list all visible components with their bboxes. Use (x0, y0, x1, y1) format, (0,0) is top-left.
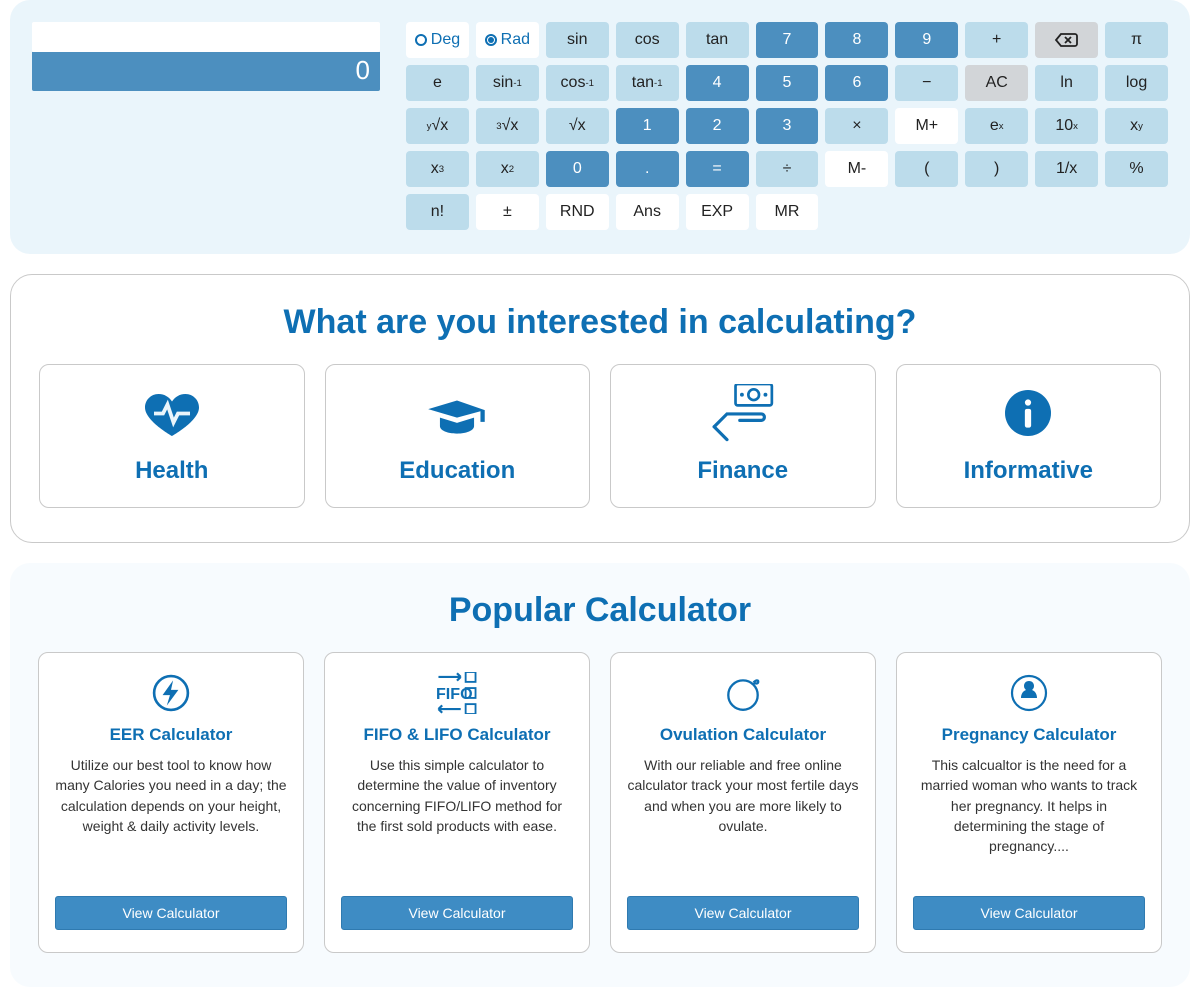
key-[interactable]: ) (965, 151, 1028, 187)
calc-expression (32, 22, 380, 52)
key-9[interactable]: 9 (895, 22, 958, 58)
key-0[interactable]: 0 (546, 151, 609, 187)
key-tan[interactable]: tan (686, 22, 749, 58)
popular-card-title: Ovulation Calculator (627, 725, 859, 745)
key-x[interactable]: x3 (406, 151, 469, 187)
popular-card-title: EER Calculator (55, 725, 287, 745)
key-n[interactable]: n! (406, 194, 469, 230)
view-calculator-button[interactable]: View Calculator (341, 896, 573, 930)
key-10[interactable]: 10x (1035, 108, 1098, 144)
key-[interactable]: × (825, 108, 888, 144)
key-1x[interactable]: 1/x (1035, 151, 1098, 187)
key-[interactable]: % (1105, 151, 1168, 187)
key-mr[interactable]: MR (756, 194, 819, 230)
popular-panel: Popular Calculator EER Calculator Utilize… (10, 563, 1190, 987)
category-label: Informative (907, 457, 1151, 485)
popular-card-desc: With our reliable and free online calcul… (627, 755, 859, 856)
ovu-icon (627, 671, 859, 715)
heart-icon (50, 383, 294, 443)
key-x[interactable]: y√x (406, 108, 469, 144)
popular-card-desc: Utilize our best tool to know how many C… (55, 755, 287, 856)
key-m[interactable]: M- (825, 151, 888, 187)
category-label: Health (50, 457, 294, 485)
rad-mode-radio[interactable]: Rad (476, 22, 539, 58)
key-e[interactable]: ex (965, 108, 1028, 144)
key-[interactable]: + (965, 22, 1028, 58)
popular-card-desc: This calcualtor is the need for a marrie… (913, 755, 1145, 856)
calc-keypad: DegRadsincostan789+ π esin-1cos-1tan-1456−… (406, 22, 1168, 230)
bolt-icon (55, 671, 287, 715)
popular-card-desc: Use this simple calculator to determine … (341, 755, 573, 856)
grad-icon (336, 383, 580, 443)
key-8[interactable]: 8 (825, 22, 888, 58)
key-5[interactable]: 5 (756, 65, 819, 101)
popular-card: Ovulation Calculator With our reliable an… (610, 652, 876, 953)
finance-icon (621, 383, 865, 443)
key-1[interactable]: 1 (616, 108, 679, 144)
category-label: Finance (621, 457, 865, 485)
popular-card-title: Pregnancy Calculator (913, 725, 1145, 745)
key-[interactable]: ± (476, 194, 539, 230)
key-2[interactable]: 2 (686, 108, 749, 144)
key-log[interactable]: log (1105, 65, 1168, 101)
category-label: Education (336, 457, 580, 485)
key-[interactable]: ÷ (756, 151, 819, 187)
key-4[interactable]: 4 (686, 65, 749, 101)
key-cos[interactable]: cos (616, 22, 679, 58)
popular-card-title: FIFO & LIFO Calculator (341, 725, 573, 745)
key-6[interactable]: 6 (825, 65, 888, 101)
key-m[interactable]: M+ (895, 108, 958, 144)
key-sin[interactable]: sin-1 (476, 65, 539, 101)
category-health[interactable]: Health (39, 364, 305, 508)
category-finance[interactable]: Finance (610, 364, 876, 508)
calc-result: 0 (32, 52, 380, 91)
key-ln[interactable]: ln (1035, 65, 1098, 101)
info-icon (907, 383, 1151, 443)
key-[interactable]: = (686, 151, 749, 187)
key-x[interactable]: 3√x (476, 108, 539, 144)
key-[interactable]: . (616, 151, 679, 187)
key-[interactable]: π (1105, 22, 1168, 58)
view-calculator-button[interactable]: View Calculator (913, 896, 1145, 930)
fifo-icon (341, 671, 573, 715)
key-exp[interactable]: EXP (686, 194, 749, 230)
key-x[interactable]: √x (546, 108, 609, 144)
key-[interactable]: ( (895, 151, 958, 187)
key-ans[interactable]: Ans (616, 194, 679, 230)
category-education[interactable]: Education (325, 364, 591, 508)
popular-card: FIFO & LIFO Calculator Use this simple ca… (324, 652, 590, 953)
category-informative[interactable]: Informative (896, 364, 1162, 508)
categories-title: What are you interested in calculating? (39, 303, 1161, 342)
preg-icon (913, 671, 1145, 715)
popular-card: EER Calculator Utilize our best tool to k… (38, 652, 304, 953)
key-sin[interactable]: sin (546, 22, 609, 58)
deg-mode-radio[interactable]: Deg (406, 22, 469, 58)
key-tan[interactable]: tan-1 (616, 65, 679, 101)
key-e[interactable]: e (406, 65, 469, 101)
key-3[interactable]: 3 (756, 108, 819, 144)
calculator-panel: 0 DegRadsincostan789+ π esin-1cos-1tan-145… (10, 0, 1190, 254)
view-calculator-button[interactable]: View Calculator (55, 896, 287, 930)
key-[interactable]: − (895, 65, 958, 101)
key-ac[interactable]: AC (965, 65, 1028, 101)
backspace-button[interactable] (1035, 22, 1098, 58)
view-calculator-button[interactable]: View Calculator (627, 896, 859, 930)
key-7[interactable]: 7 (756, 22, 819, 58)
key-rnd[interactable]: RND (546, 194, 609, 230)
key-cos[interactable]: cos-1 (546, 65, 609, 101)
categories-panel: What are you interested in calculating? … (10, 274, 1190, 543)
key-x[interactable]: xy (1105, 108, 1168, 144)
popular-card: Pregnancy Calculator This calcualtor is t… (896, 652, 1162, 953)
key-x[interactable]: x2 (476, 151, 539, 187)
popular-title: Popular Calculator (38, 591, 1162, 630)
